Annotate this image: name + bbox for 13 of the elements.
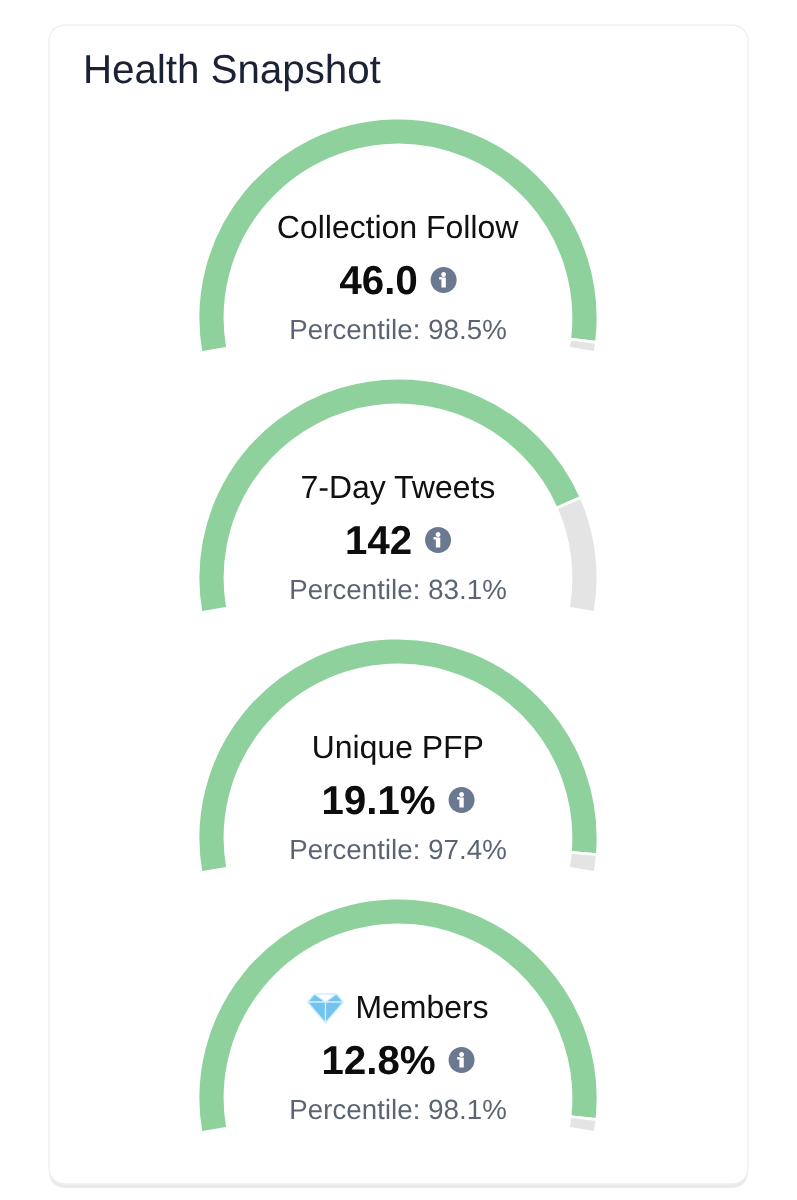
text: Percentile: 83.1% (291, 578, 506, 600)
text: 7-Day Tweets (302, 476, 495, 505)
text: Unique PFP (314, 734, 483, 765)
text: 19.1% (323, 785, 435, 815)
text: Health Snapshot (86, 53, 381, 92)
text: Members (358, 994, 488, 1019)
text: Percentile: 97.4% (291, 838, 506, 860)
text: Collection Follow (278, 214, 519, 239)
text: 46.0 (339, 265, 417, 295)
text: Percentile: 98.1% (291, 1098, 506, 1120)
text: 142 (347, 525, 411, 554)
text: Percentile: 98.5% (291, 318, 506, 340)
text: 12.8% (323, 1045, 435, 1075)
